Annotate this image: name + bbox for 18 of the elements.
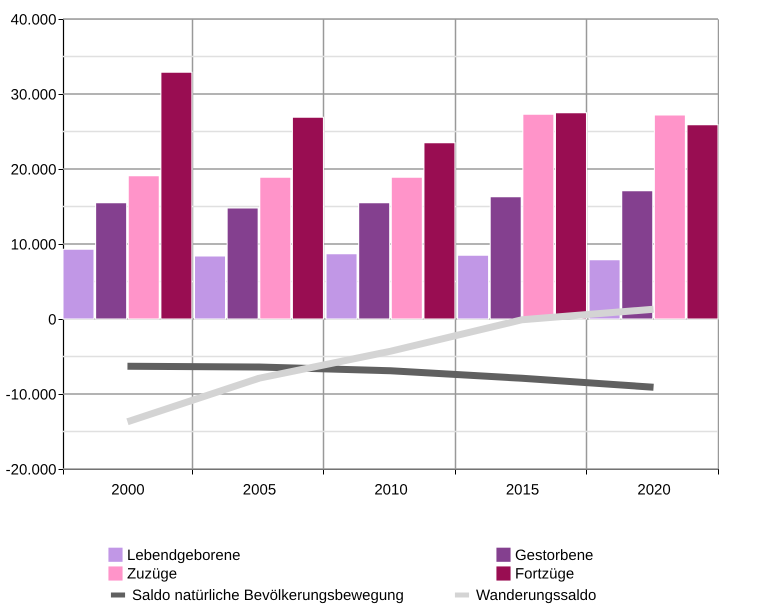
y-tick-label: 30.000 — [10, 86, 56, 104]
legend-label: Lebendgeborene — [127, 546, 240, 564]
y-tick-label: 10.000 — [10, 236, 56, 254]
y-tick-label: -10.000 — [6, 386, 56, 404]
x-tick-label: 2020 — [637, 482, 671, 498]
y-tick-label: 0 — [48, 312, 56, 328]
legend-label: Zuzüge — [127, 566, 178, 582]
x-tick-label: 2000 — [111, 482, 145, 498]
y-tick-label: -20.000 — [6, 462, 56, 478]
x-tick-label: 2005 — [242, 482, 276, 498]
x-tick-label: 2015 — [506, 482, 540, 498]
legend-label: Fortzüge — [515, 566, 574, 582]
x-tick-label: 2010 — [374, 482, 408, 498]
legend-label: Saldo natürliche Bevölkerungsbewegung — [132, 587, 404, 604]
legend-label: Gestorbene — [515, 546, 594, 564]
y-tick-label: 20.000 — [10, 162, 56, 178]
legend-label: Wanderungssaldo — [476, 587, 596, 604]
y-tick-label: 40.000 — [10, 12, 56, 28]
